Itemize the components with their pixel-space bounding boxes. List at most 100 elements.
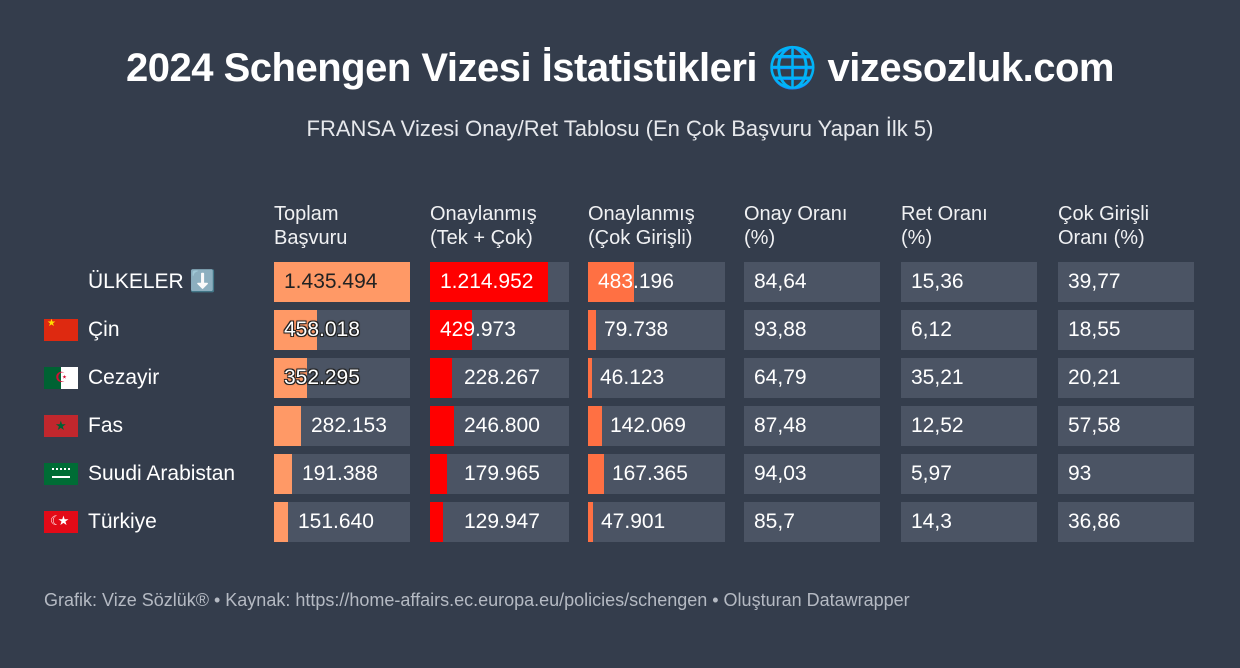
row-label-text: Cezayir bbox=[88, 366, 160, 389]
cell-value: 87,48 bbox=[754, 414, 807, 437]
value-bar bbox=[430, 502, 443, 542]
row-label: Suudi Arabistan bbox=[44, 454, 235, 494]
value-bar bbox=[588, 262, 634, 302]
value-bar bbox=[430, 454, 447, 494]
value-bar bbox=[430, 406, 454, 446]
value-bar bbox=[274, 262, 410, 302]
table-cell: 87,48 bbox=[744, 406, 880, 446]
morocco-flag-icon bbox=[44, 415, 78, 437]
cell-value: 483.196 bbox=[598, 270, 674, 293]
table-cell: 39,77 bbox=[1058, 262, 1194, 302]
row-label: Fas bbox=[44, 406, 123, 446]
table-cell: 18,55 bbox=[1058, 310, 1194, 350]
table-cell: 6,12 bbox=[901, 310, 1037, 350]
cell-value: 246.800 bbox=[464, 414, 540, 437]
cell-value: 191.388 bbox=[302, 462, 378, 485]
table-cell: 352.295 bbox=[274, 358, 410, 398]
table-cell: 151.640 bbox=[274, 502, 410, 542]
table-cell: 36,86 bbox=[1058, 502, 1194, 542]
cell-value: 84,64 bbox=[754, 270, 807, 293]
row-label: ÜLKELER ⬇️ bbox=[88, 262, 216, 302]
column-header: Çok Girişli Oranı (%) bbox=[1058, 203, 1150, 249]
table-cell: 20,21 bbox=[1058, 358, 1194, 398]
cell-value: 129.947 bbox=[464, 510, 540, 533]
row-label-text: Suudi Arabistan bbox=[88, 462, 236, 485]
cell-value: 93,88 bbox=[754, 318, 807, 341]
table-cell: 47.901 bbox=[588, 502, 725, 542]
table-cell: 94,03 bbox=[744, 454, 880, 494]
table-cell: 46.123 bbox=[588, 358, 725, 398]
table-cell: 84,64 bbox=[744, 262, 880, 302]
table-cell: 228.267 bbox=[430, 358, 569, 398]
table-cell: 64,79 bbox=[744, 358, 880, 398]
table-cell: 429.973 bbox=[430, 310, 569, 350]
cell-value: 20,21 bbox=[1068, 366, 1121, 389]
saudi-flag-icon bbox=[44, 463, 78, 485]
column-header: Ret Oranı (%) bbox=[901, 203, 988, 249]
value-bar bbox=[274, 310, 317, 350]
value-bar bbox=[588, 454, 604, 494]
table-cell: 1.214.952 bbox=[430, 262, 569, 302]
cell-value: 282.153 bbox=[311, 414, 387, 437]
table-cell: 179.965 bbox=[430, 454, 569, 494]
cell-value: 36,86 bbox=[1068, 510, 1121, 533]
cell-value: 47.901 bbox=[601, 510, 666, 533]
column-header: Onay Oranı (%) bbox=[744, 203, 848, 249]
cell-value: 39,77 bbox=[1068, 270, 1121, 293]
table-cell: 85,7 bbox=[744, 502, 880, 542]
cell-value: 94,03 bbox=[754, 462, 807, 485]
value-bar bbox=[588, 358, 592, 398]
value-bar bbox=[274, 454, 292, 494]
cell-value: 35,21 bbox=[911, 366, 964, 389]
table-cell: 12,52 bbox=[901, 406, 1037, 446]
column-header: Toplam Başvuru bbox=[274, 203, 348, 249]
cell-value: 6,12 bbox=[911, 318, 952, 341]
cell-value: 15,36 bbox=[911, 270, 964, 293]
cell-value: 64,79 bbox=[754, 366, 807, 389]
value-bar bbox=[588, 502, 593, 542]
chart-subtitle: FRANSA Vizesi Onay/Ret Tablosu (En Çok B… bbox=[306, 116, 934, 141]
table-cell: 57,58 bbox=[1058, 406, 1194, 446]
row-label: Cezayir bbox=[44, 358, 159, 398]
table-cell: 5,97 bbox=[901, 454, 1037, 494]
table-cell: 79.738 bbox=[588, 310, 725, 350]
column-header: Onaylanmış (Tek + Çok) bbox=[430, 203, 537, 249]
cell-value: 179.965 bbox=[464, 462, 540, 485]
china-flag-icon bbox=[44, 319, 78, 341]
table-cell: 246.800 bbox=[430, 406, 569, 446]
cell-value: 14,3 bbox=[911, 510, 952, 533]
value-bar bbox=[430, 310, 472, 350]
column-header: Onaylanmış (Çok Girişli) bbox=[588, 203, 695, 249]
table-cell: 167.365 bbox=[588, 454, 725, 494]
row-label-text: Türkiye bbox=[88, 510, 157, 533]
cell-value: 5,97 bbox=[911, 462, 952, 485]
cell-value: 151.640 bbox=[298, 510, 374, 533]
cell-value: 79.738 bbox=[604, 318, 669, 341]
cell-value: 85,7 bbox=[754, 510, 795, 533]
cell-value: 18,55 bbox=[1068, 318, 1121, 341]
table-cell: 129.947 bbox=[430, 502, 569, 542]
cell-value: 46.123 bbox=[600, 366, 665, 389]
table-cell: 15,36 bbox=[901, 262, 1037, 302]
row-label-text: Fas bbox=[88, 414, 124, 437]
value-bar bbox=[274, 358, 307, 398]
algeria-flag-icon bbox=[44, 367, 78, 389]
value-bar bbox=[274, 502, 288, 542]
value-bar bbox=[430, 262, 548, 302]
table-cell: 1.435.494 bbox=[274, 262, 410, 302]
value-bar bbox=[430, 358, 452, 398]
cell-value: 429.973 bbox=[440, 318, 516, 341]
cell-value: 1.214.952 bbox=[440, 270, 534, 293]
table-cell: 191.388 bbox=[274, 454, 410, 494]
cell-value: 142.069 bbox=[610, 414, 686, 437]
cell-value: 1.435.494 bbox=[284, 270, 378, 293]
table-cell: 35,21 bbox=[901, 358, 1037, 398]
cell-value: 12,52 bbox=[911, 414, 964, 437]
table-cell: 142.069 bbox=[588, 406, 725, 446]
cell-value: 228.267 bbox=[464, 366, 540, 389]
value-bar bbox=[274, 406, 301, 446]
table-cell: 282.153 bbox=[274, 406, 410, 446]
row-label: Türkiye bbox=[44, 502, 157, 542]
row-label-text: Çin bbox=[88, 318, 120, 341]
cell-value: 352.295 bbox=[284, 366, 360, 389]
